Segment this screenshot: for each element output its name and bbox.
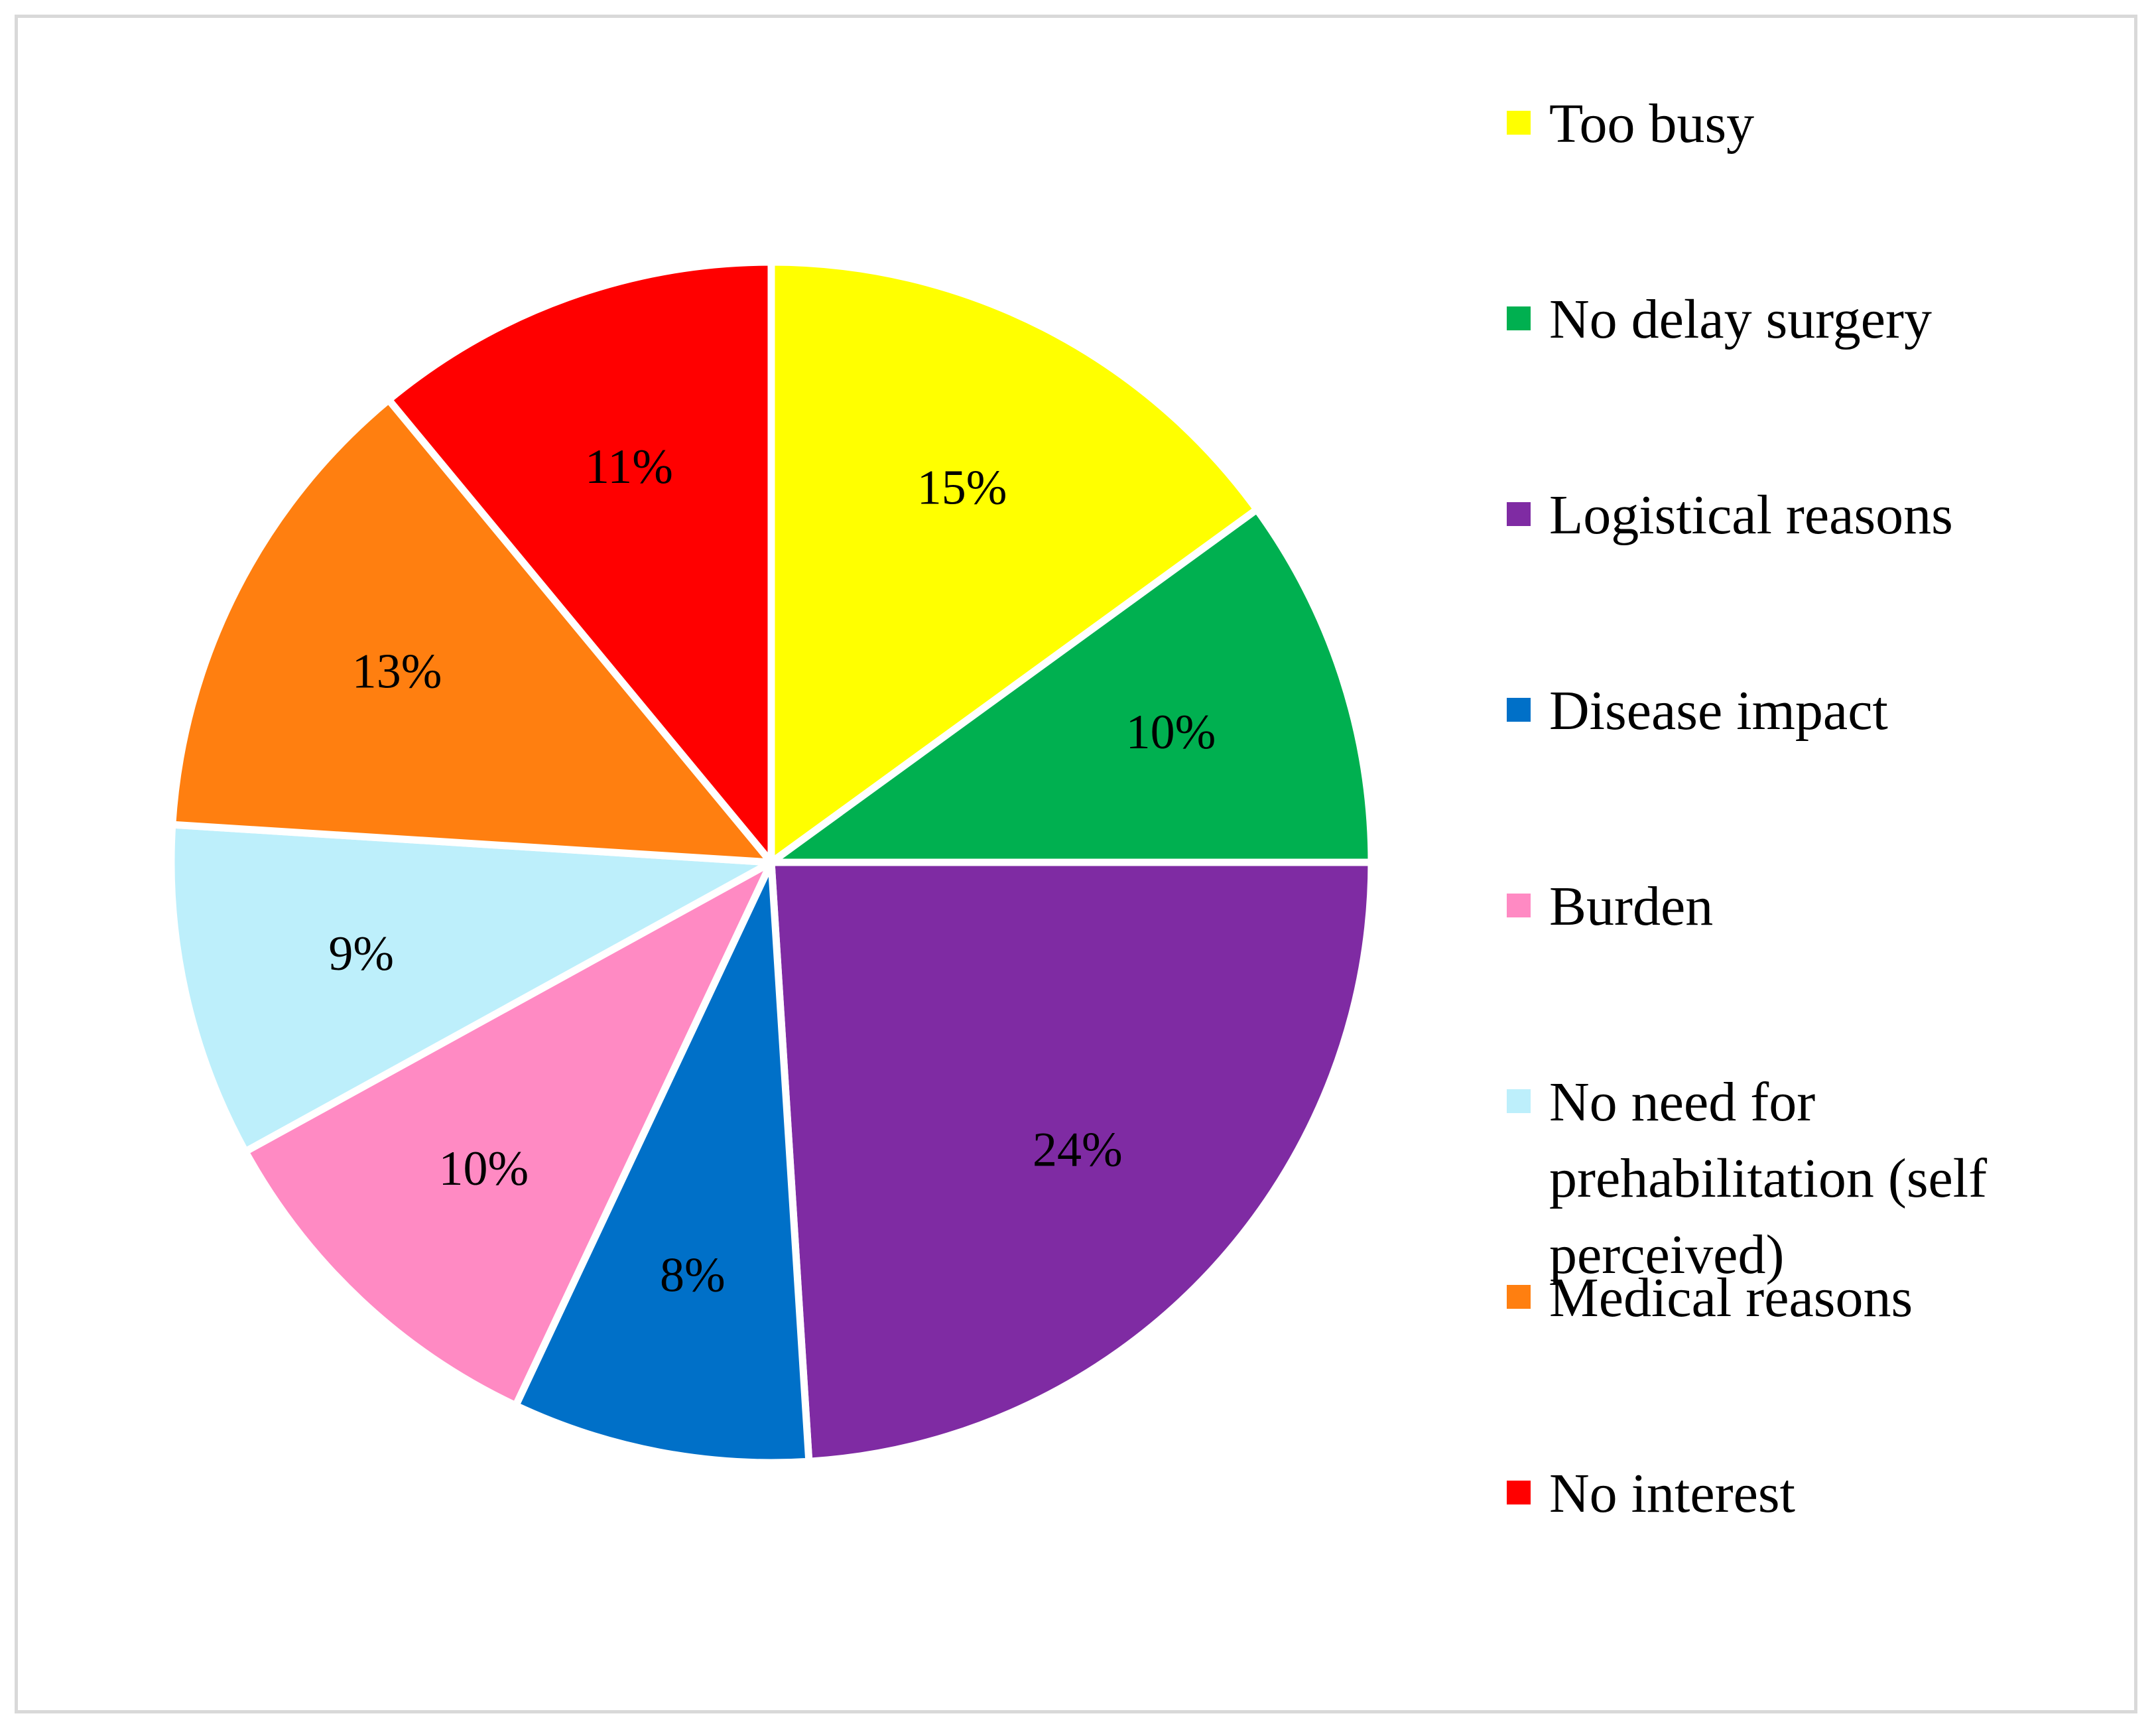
data-label-burden: 10% <box>439 1142 529 1196</box>
legend-item-no-interest: No interest <box>1507 1463 1795 1524</box>
legend-item-medical-reasons: Medical reasons <box>1507 1267 1913 1329</box>
data-label-too-busy: 15% <box>917 461 1007 515</box>
legend-label-no-interest: No interest <box>1549 1463 1795 1524</box>
slice-medical-reasons <box>168 396 775 866</box>
legend-swatch-no-need-for-prehabilitation-self-perceived <box>1507 1089 1531 1113</box>
data-label-medical-reasons: 13% <box>352 644 442 699</box>
slice-no-need-for-prehabilitation-self-perceived <box>167 821 775 1156</box>
legend-swatch-no-delay-surgery <box>1507 306 1531 330</box>
legend: Too busy No delay surgery Logistical reaso… <box>1507 93 1987 1524</box>
legend-label-too-busy: Too busy <box>1549 93 1754 155</box>
legend-swatch-too-busy <box>1507 111 1531 135</box>
legend-swatch-logistical-reasons <box>1507 502 1531 526</box>
slice-disease-impact <box>512 858 813 1467</box>
slice-too-busy <box>767 258 1261 866</box>
legend-item-burden: Burden <box>1507 876 1713 937</box>
legend-label-burden: Burden <box>1549 876 1713 937</box>
data-label-no-interest: 11% <box>585 440 673 494</box>
legend-swatch-no-interest <box>1507 1481 1531 1504</box>
legend-label-medical-reasons: Medical reasons <box>1549 1267 1913 1329</box>
slice-burden <box>241 858 775 1410</box>
data-label-disease-impact: 8% <box>660 1248 726 1302</box>
legend-swatch-disease-impact <box>1507 698 1531 722</box>
legend-swatch-medical-reasons <box>1507 1285 1531 1309</box>
legend-label-no-need-for-prehabilitation-self-perceived: No need for prehabilitation (self perceive… <box>1549 1071 1987 1286</box>
legend-item-logistical-reasons: Logistical reasons <box>1507 484 1953 546</box>
slice-labels: 15% 10% 24% 8% 10% 9% 13% 11% <box>328 440 1216 1302</box>
slice-no-delay-surgery <box>767 505 1375 866</box>
legend-label-disease-impact: Disease impact <box>1549 680 1888 742</box>
slice-logistical-reasons <box>767 858 1375 1465</box>
legend-item-too-busy: Too busy <box>1507 93 1754 155</box>
legend-item-disease-impact: Disease impact <box>1507 680 1888 742</box>
data-label-no-need-for-prehabilitation-self-perceived: 9% <box>328 927 394 981</box>
data-label-no-delay-surgery: 10% <box>1126 705 1216 760</box>
legend-swatch-burden <box>1507 894 1531 917</box>
pie-slices <box>167 258 1375 1467</box>
legend-item-no-need-for-prehabilitation-self-perceived: No need for prehabilitation (self perceive… <box>1507 1071 1987 1286</box>
legend-label-no-delay-surgery: No delay surgery <box>1549 289 1932 350</box>
legend-label-logistical-reasons: Logistical reasons <box>1549 484 1953 546</box>
legend-item-no-delay-surgery: No delay surgery <box>1507 289 1932 350</box>
data-label-logistical-reasons: 24% <box>1033 1123 1123 1177</box>
slice-no-interest <box>385 258 775 866</box>
